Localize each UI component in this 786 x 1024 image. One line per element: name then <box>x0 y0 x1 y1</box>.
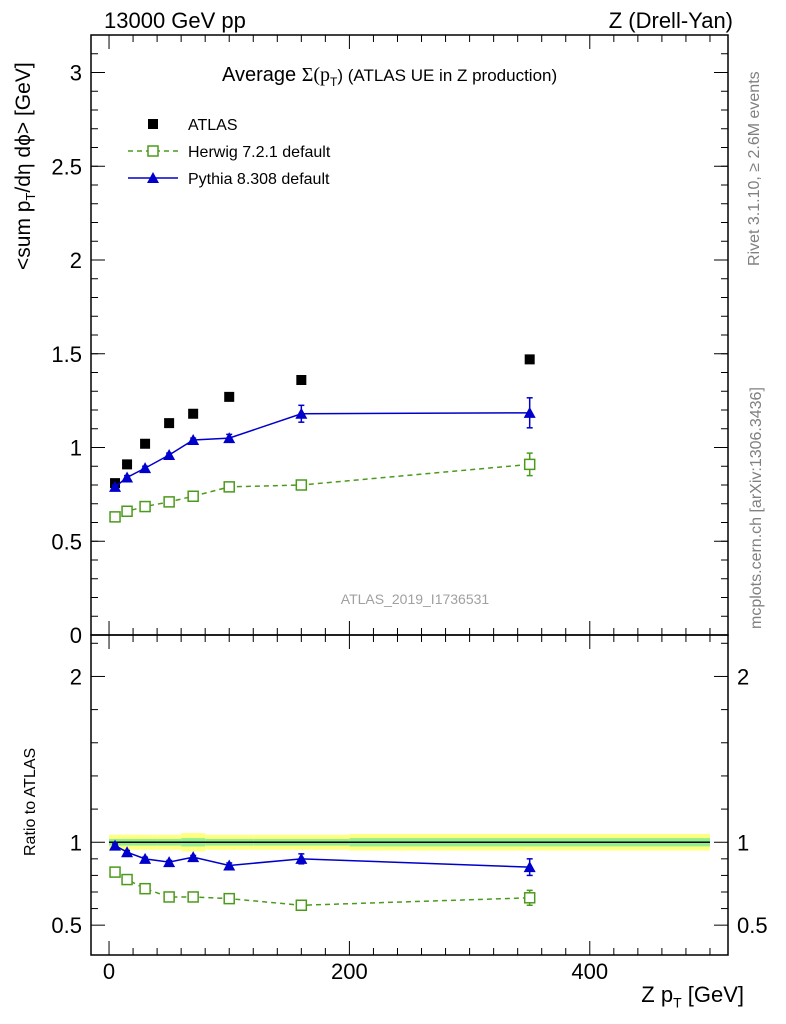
y-axis-label: <sum pT/dη dϕ> [GeV] <box>12 62 38 270</box>
plot-title: Average Σ(pT) (ATLAS UE in Z production) <box>222 64 557 89</box>
y-axis-label-a: <sum p <box>12 200 35 270</box>
data-point-open-square <box>163 496 175 508</box>
data-point-square <box>224 391 235 402</box>
y-tick-label: 2.5 <box>51 154 82 179</box>
data-point-triangle <box>139 852 152 864</box>
data-point-triangle <box>163 449 176 460</box>
data-point-open-square <box>187 891 199 903</box>
y-tick-label-right: 2 <box>737 664 749 689</box>
plot-title-sigma: Σ(p <box>301 64 330 86</box>
series-line <box>114 871 530 907</box>
x-tick-label: 200 <box>331 959 368 984</box>
data-point-triangle <box>187 434 200 445</box>
legend-marker <box>147 145 159 157</box>
rivet-version-label: Rivet 3.1.10, ≥ 2.6M events <box>746 71 763 266</box>
data-point-triangle <box>163 856 176 868</box>
data-point-triangle <box>295 852 308 864</box>
data-point-open-square <box>523 892 536 904</box>
plot-title-sub: T <box>330 75 338 89</box>
data-point-open-square <box>295 479 308 491</box>
ratio-y-axis-label: Ratio to ATLAS <box>22 747 39 856</box>
x-axis-label-a: Z p <box>641 982 674 1007</box>
data-point-open-square <box>223 892 235 905</box>
data-point-open-square <box>109 511 121 523</box>
legend-marker <box>148 119 158 129</box>
data-point-square <box>164 418 175 429</box>
plot-title-prefix: Average <box>222 64 302 86</box>
data-point-square <box>122 459 133 470</box>
data-point-square <box>140 438 151 449</box>
y-axis-label-sub: T <box>23 192 39 201</box>
data-point-open-square <box>121 873 133 886</box>
mcplots-reference-label: mcplots.cern.ch [arXiv:1306.3436] <box>748 387 765 629</box>
legend-label: Pythia 8.308 default <box>188 171 330 188</box>
series-line <box>114 412 530 488</box>
y-tick-label-right: 0.5 <box>737 913 768 938</box>
plot-frame <box>90 34 729 636</box>
x-axis-label-sub: T <box>673 994 682 1011</box>
y-tick-label: 0.5 <box>51 529 82 554</box>
data-point-triangle <box>187 851 200 863</box>
data-point-triangle <box>223 432 236 444</box>
y-tick-label: 2 <box>70 248 82 273</box>
data-point-open-square <box>139 500 151 513</box>
x-tick-label: 400 <box>571 959 608 984</box>
data-point-triangle <box>523 861 536 873</box>
data-point-open-square <box>121 505 133 517</box>
y-tick-label: 1.5 <box>51 342 82 367</box>
data-point-triangle <box>109 480 122 492</box>
data-point-square <box>524 354 535 365</box>
y-tick-label: 1 <box>70 436 82 461</box>
data-point-square <box>296 375 307 385</box>
plot-frame <box>90 634 729 956</box>
x-tick-label: 0 <box>103 959 115 984</box>
legend-label: ATLAS <box>188 117 238 134</box>
data-point-open-square <box>139 882 151 895</box>
y-tick-label-right: 1 <box>737 830 749 855</box>
series-line <box>114 463 530 518</box>
x-axis-label-b: [GeV] <box>681 982 744 1007</box>
data-point-open-square <box>109 866 121 878</box>
analysis-watermark: ATLAS_2019_I1736531 <box>341 591 490 607</box>
header-left: 13000 GeV pp <box>104 8 246 33</box>
y-tick-label: 1 <box>70 830 82 855</box>
data-point-open-square <box>163 891 175 903</box>
data-point-open-square <box>523 458 536 471</box>
y-tick-label: 0 <box>70 623 82 648</box>
header-right: Z (Drell-Yan) <box>608 8 733 33</box>
data-point-triangle <box>109 839 122 851</box>
y-tick-label: 3 <box>70 61 82 86</box>
y-tick-label: 0.5 <box>51 913 82 938</box>
data-point-open-square <box>295 899 308 912</box>
data-point-triangle <box>223 859 236 871</box>
data-point-triangle <box>295 407 308 419</box>
main-panel: 0 0.5 1 1.5 2 2.5 3 ATLAS_2019_I1736531 ATLAS Her… <box>51 34 729 648</box>
data-point-triangle <box>121 471 134 483</box>
data-point-open-square <box>223 481 235 493</box>
data-point-open-square <box>187 490 199 502</box>
plot-title-suffix: ) (ATLAS UE in Z production) <box>337 66 558 85</box>
data-point-triangle <box>121 846 134 858</box>
data-point-triangle <box>523 406 536 418</box>
ratio-panel: 0.5 0.5 1 1 2 2 0 200 400 <box>51 634 768 984</box>
y-axis-label-b: /dη dϕ> [GeV] <box>12 62 35 193</box>
data-point-square <box>188 408 199 419</box>
legend-label: Herwig 7.2.1 default <box>188 144 331 161</box>
x-axis-label: Z pT [GeV] <box>641 982 744 1010</box>
y-tick-label: 2 <box>70 664 82 689</box>
data-point-triangle <box>139 462 152 474</box>
legend-marker <box>147 172 159 183</box>
